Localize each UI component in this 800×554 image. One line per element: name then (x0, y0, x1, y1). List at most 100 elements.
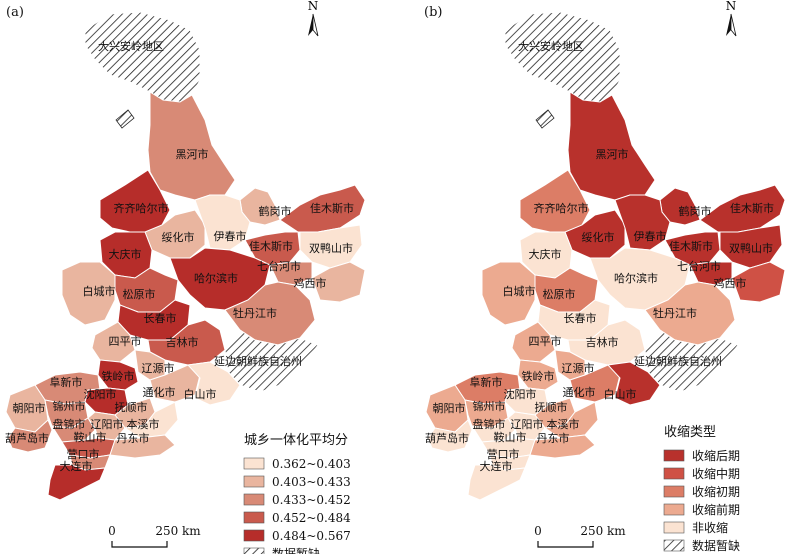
region-label: 松原市 (123, 287, 156, 301)
legend-label: 0.484~0.567 (272, 529, 351, 543)
legend-label: 数据暂缺 (272, 546, 320, 554)
region-label: 双鸭山市 (729, 241, 773, 255)
region-label: 七台河市 (257, 259, 301, 273)
region-label: 佳木斯市 (669, 239, 713, 253)
region-shape (719, 224, 783, 269)
region-label: 大兴安岭地区 (518, 39, 584, 53)
legend-label: 收缩初期 (692, 484, 740, 499)
legend-swatch (243, 529, 265, 542)
panel-b-scale-bar: 0 250 km (534, 524, 626, 548)
region-label: 朝阳市 (13, 401, 46, 415)
scale-b-zero: 0 (534, 524, 542, 538)
region-label: 七台河市 (677, 259, 721, 273)
legend-label: 0.452~0.484 (272, 511, 351, 525)
panel-a-regions (5, 11, 366, 501)
region-label: 佳木斯市 (730, 201, 774, 215)
region-label: 丹东市 (537, 431, 570, 445)
region-label: 白山市 (184, 387, 217, 401)
region-label: 辽源市 (142, 361, 175, 375)
svg-text:N: N (726, 0, 737, 13)
region-label: 鸡西市 (714, 276, 747, 290)
legend-label: 收缩后期 (692, 448, 740, 463)
legend-swatch (243, 457, 265, 470)
region-label: 长春市 (564, 311, 597, 325)
region-label: 白城市 (83, 284, 116, 298)
region-label: 延边朝鲜族自治州 (634, 354, 722, 368)
legend-swatch (243, 493, 265, 506)
region-label: 四平市 (109, 334, 142, 348)
region-shape (99, 231, 153, 279)
region-shape (567, 91, 656, 201)
region-label: 鸡西市 (294, 276, 327, 290)
region-shape (481, 261, 536, 326)
legend-swatch (663, 467, 685, 480)
north-arrow-icon: N (726, 0, 737, 37)
legend-swatch (243, 475, 265, 488)
legend-swatch (243, 511, 265, 524)
region-shape (97, 359, 139, 391)
region-shape (564, 209, 626, 259)
region-label: 齐齐哈尔市 (534, 201, 589, 215)
panel-a-scale-bar: 0 250 km (108, 524, 201, 548)
region-shape (311, 261, 366, 303)
region-label: 伊春市 (214, 229, 247, 243)
legend-label: 0.403~0.433 (272, 475, 351, 489)
region-shape (467, 464, 526, 501)
region-label: 朝阳市 (433, 401, 466, 415)
region-label: 沈阳市 (84, 387, 117, 401)
region-shape (507, 411, 546, 441)
region-shape (87, 411, 126, 441)
region-label: 阜新市 (50, 375, 83, 389)
region-label: 营口市 (487, 447, 520, 461)
region-shape (84, 11, 201, 103)
region-label: 牡丹江市 (653, 306, 697, 320)
region-label: 葫芦岛市 (5, 431, 49, 445)
legend-label: 收缩中期 (692, 466, 740, 481)
region-label: 锦州市 (53, 399, 86, 413)
legend-swatch (663, 539, 685, 552)
region-label: 大庆市 (529, 247, 562, 261)
scale-a-dist: 250 km (155, 524, 201, 538)
north-arrow-icon: N (308, 0, 319, 37)
region-label: 黑河市 (596, 147, 629, 161)
region-label: 通化市 (563, 385, 596, 399)
legend-swatch (663, 449, 685, 462)
legend-label: 0.433~0.452 (272, 493, 351, 507)
region-label: 白山市 (604, 387, 637, 401)
region-label: 通化市 (143, 385, 176, 399)
svg-text:N: N (308, 0, 319, 13)
legend-swatch (663, 485, 685, 498)
region-label: 大兴安岭地区 (98, 39, 164, 53)
region-label: 白城市 (503, 284, 536, 298)
region-shape (186, 361, 241, 406)
region-label: 本溪市 (127, 417, 160, 431)
region-shape (147, 91, 236, 201)
region-label: 营口市 (67, 447, 100, 461)
hatched-patch (535, 109, 555, 129)
region-shape (731, 261, 786, 303)
region-label: 佳木斯市 (249, 239, 293, 253)
legend-a-title: 城乡一体化平均分 (244, 433, 348, 448)
region-label: 抚顺市 (535, 400, 568, 414)
region-shape (61, 261, 116, 326)
region-label: 铁岭市 (102, 369, 135, 383)
region-label: 辽源市 (562, 361, 595, 375)
region-label: 盘锦市 (53, 417, 86, 431)
region-label: 鹤岗市 (259, 204, 292, 218)
region-label: 大庆市 (109, 247, 142, 261)
region-label: 锦州市 (473, 399, 506, 413)
region-shape (614, 194, 671, 251)
region-shape (144, 209, 206, 259)
region-label: 丹东市 (117, 431, 150, 445)
hatched-patch (115, 109, 135, 129)
region-label: 松原市 (543, 287, 576, 301)
region-label: 鞍山市 (74, 430, 107, 444)
region-shape (529, 434, 596, 459)
region-label: 盘锦市 (473, 417, 506, 431)
region-label: 抚顺市 (115, 400, 148, 414)
region-label: 伊春市 (634, 229, 667, 243)
region-shape (504, 11, 621, 103)
